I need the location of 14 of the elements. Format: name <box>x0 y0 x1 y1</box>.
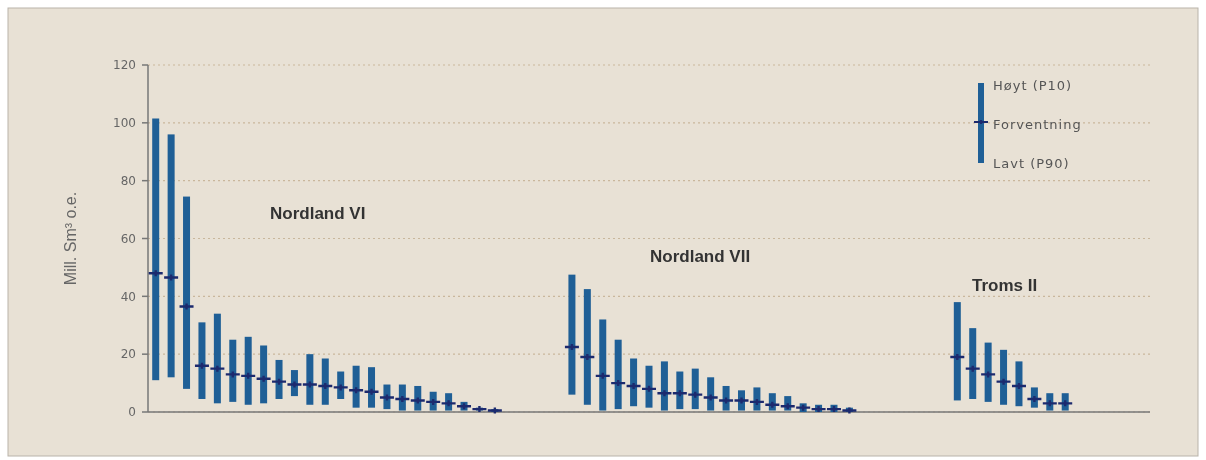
y-tick-label: 100 <box>113 116 136 131</box>
y-axis-title: Mill. Sm³ o.e. <box>62 191 79 286</box>
annotation: Høyt (P10) <box>993 77 1073 93</box>
annotation: Forventning <box>993 116 1082 132</box>
annotation: Troms II <box>972 276 1038 295</box>
annotation: Nordland VI <box>270 204 366 223</box>
annotation: Lavt (P90) <box>993 155 1070 171</box>
annotation: Nordland VII <box>650 247 751 266</box>
y-tick-label: 80 <box>120 173 136 188</box>
y-tick-label: 60 <box>120 231 136 246</box>
y-tick-label: 0 <box>128 405 136 420</box>
y-tick-label: 20 <box>120 347 136 362</box>
y-tick-label: 120 <box>113 58 136 73</box>
y-tick-label: 40 <box>120 289 136 304</box>
